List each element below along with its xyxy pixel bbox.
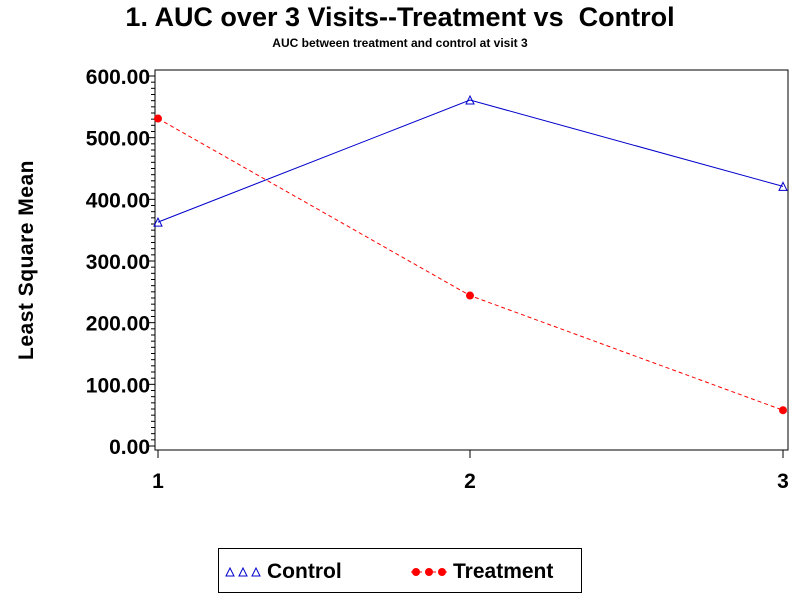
triangle-marker xyxy=(251,566,261,576)
series-line-treatment xyxy=(157,118,784,411)
x-tick-label: 3 xyxy=(777,470,789,493)
legend-label-treatment: Treatment xyxy=(453,559,554,583)
series-line-control xyxy=(157,99,784,223)
y-tick-label: 300.00 xyxy=(86,251,150,274)
legend-item-control: Control xyxy=(223,549,342,594)
y-axis: 0.00 100.00 200.00 300.00 400.00 500.00 600.00 xyxy=(86,66,155,459)
y-tick-label: 0.00 xyxy=(109,436,150,459)
legend-swatch-control xyxy=(225,566,261,576)
data-point-treatment xyxy=(466,291,474,300)
data-point-treatment xyxy=(779,406,787,415)
y-tick-label: 400.00 xyxy=(86,189,150,212)
triangle-marker xyxy=(225,566,235,576)
data-point-control xyxy=(153,217,163,227)
legend-label-control: Control xyxy=(267,559,342,583)
line-chart: 0.00 100.00 200.00 300.00 400.00 500.00 600.00… xyxy=(86,66,789,493)
y-tick-label: 100.00 xyxy=(86,374,150,397)
x-tick-label: 1 xyxy=(152,470,164,493)
x-tick-label: 2 xyxy=(464,470,476,493)
series-layer xyxy=(153,94,788,415)
data-point-control xyxy=(465,94,475,105)
chart-title: 1. AUC over 3 Visits--Treatment vs Contr… xyxy=(125,2,675,32)
y-tick-label: 500.00 xyxy=(86,128,150,151)
y-tick-label: 600.00 xyxy=(86,66,150,89)
legend: Control Treatment xyxy=(218,548,582,593)
circle-marker xyxy=(425,567,433,576)
circle-marker xyxy=(412,567,420,576)
data-point-control xyxy=(778,181,788,191)
plot-area-frame xyxy=(154,69,789,451)
data-point-treatment xyxy=(154,114,162,123)
legend-item-treatment: Treatment xyxy=(409,549,553,594)
circle-marker xyxy=(438,567,446,576)
triangle-marker xyxy=(238,566,248,576)
x-axis: 1 2 3 xyxy=(152,450,789,493)
legend-swatch-treatment xyxy=(411,567,447,576)
y-tick-label: 200.00 xyxy=(86,313,150,336)
chart-subtitle: AUC between treatment and control at vis… xyxy=(272,36,528,50)
